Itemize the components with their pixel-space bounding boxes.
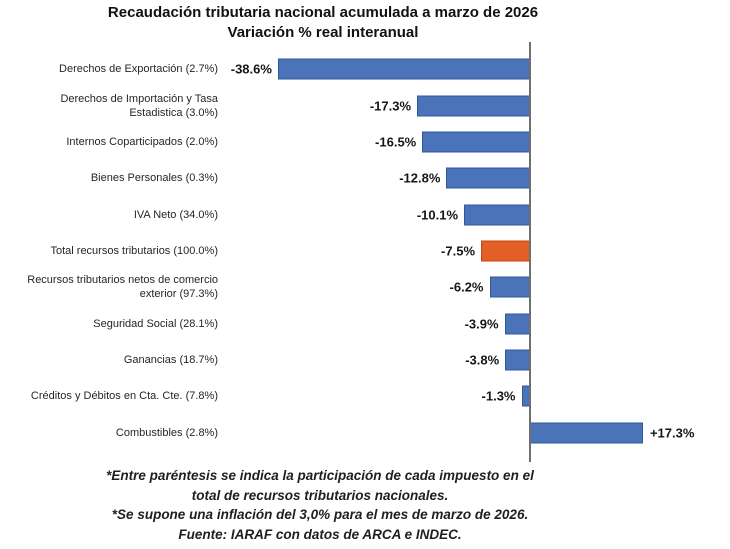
footnotes: *Entre paréntesis se indica la participa… bbox=[0, 466, 640, 544]
value-label: -12.8% bbox=[399, 170, 441, 186]
bar bbox=[277, 58, 530, 80]
value-label: -6.2% bbox=[449, 279, 484, 295]
category-label: IVA Neto (34.0%) bbox=[133, 208, 218, 221]
bar-row: Derechos de Exportación (2.7%) -38.6% bbox=[0, 51, 730, 87]
bar-row: Ganancias (18.7%) -3.8% bbox=[0, 342, 730, 378]
footnote-line: *Entre paréntesis se indica la participa… bbox=[106, 468, 534, 483]
bar bbox=[505, 349, 530, 371]
bar bbox=[422, 131, 530, 153]
bar-row: Créditos y Débitos en Cta. Cte. (7.8%) -1… bbox=[0, 378, 730, 414]
bar-row: Recursos tributarios netos de comercio e… bbox=[0, 269, 730, 305]
bar-row: Internos Coparticipados (2.0%) -16.5% bbox=[0, 124, 730, 160]
bar-highlight bbox=[481, 240, 530, 262]
bar bbox=[446, 167, 530, 189]
bar bbox=[464, 204, 530, 226]
bar bbox=[489, 276, 530, 298]
category-label: Créditos y Débitos en Cta. Cte. (7.8%) bbox=[30, 390, 218, 403]
bar-plot-cell: -10.1% bbox=[226, 196, 730, 232]
value-label: -7.5% bbox=[441, 243, 476, 259]
value-label: +17.3% bbox=[649, 425, 695, 441]
value-label: -17.3% bbox=[369, 98, 412, 114]
bar-plot-cell: -16.5% bbox=[226, 124, 730, 160]
bar-rows: Derechos de Exportación (2.7%) -38.6% Dere… bbox=[0, 51, 730, 451]
chart-subtitle: Variación % real interanual bbox=[227, 24, 419, 41]
bar-plot-cell: +17.3% bbox=[226, 415, 730, 451]
bar bbox=[417, 95, 530, 117]
bar bbox=[530, 422, 643, 444]
bar-row: Derechos de Importación y Tasa Estadisti… bbox=[0, 87, 730, 123]
category-label: Total recursos tributarios (100.0%) bbox=[50, 244, 218, 257]
bar-row: IVA Neto (34.0%) -10.1% bbox=[0, 196, 730, 232]
bar-plot-cell: -3.8% bbox=[226, 342, 730, 378]
bar-row: Bienes Personales (0.3%) -12.8% bbox=[0, 160, 730, 196]
category-label: Internos Coparticipados (2.0%) bbox=[66, 135, 218, 148]
value-label: -3.8% bbox=[465, 352, 500, 368]
value-label: -1.3% bbox=[481, 388, 516, 404]
bar-plot-cell: -17.3% bbox=[226, 87, 730, 123]
bar-plot-cell: -1.3% bbox=[226, 378, 730, 414]
bar-plot-cell: -7.5% bbox=[226, 233, 730, 269]
source-line: Fuente: IARAF con datos de ARCA e INDEC. bbox=[178, 526, 462, 542]
category-label: Derechos de Importación y Tasa Estadisti… bbox=[60, 92, 218, 119]
bar bbox=[504, 313, 530, 335]
zero-axis-line bbox=[529, 42, 531, 462]
category-label: Seguridad Social (28.1%) bbox=[93, 317, 218, 330]
bar-plot-cell: -38.6% bbox=[226, 51, 730, 87]
value-label: -38.6% bbox=[230, 61, 272, 77]
bar-row: Seguridad Social (28.1%) -3.9% bbox=[0, 306, 730, 342]
bar-plot-cell: -3.9% bbox=[226, 306, 730, 342]
footnote-line: total de recursos tributarios nacionales… bbox=[191, 487, 449, 503]
category-label: Recursos tributarios netos de comercio e… bbox=[27, 274, 218, 301]
bar-plot-cell: -6.2% bbox=[226, 269, 730, 305]
plot-area: Derechos de Exportación (2.7%) -38.6% Dere… bbox=[0, 42, 730, 462]
category-label: Combustibles (2.8%) bbox=[115, 426, 218, 439]
chart-title: Recaudación tributaria nacional acumulad… bbox=[107, 4, 539, 21]
category-label: Ganancias (18.7%) bbox=[123, 354, 218, 367]
bar-row: Total recursos tributarios (100.0%) -7.5% bbox=[0, 233, 730, 269]
bar-row: Combustibles (2.8%) +17.3% bbox=[0, 415, 730, 451]
value-label: -10.1% bbox=[416, 207, 459, 223]
category-label: Derechos de Exportación (2.7%) bbox=[59, 63, 218, 76]
category-label: Bienes Personales (0.3%) bbox=[90, 172, 218, 185]
value-label: -16.5% bbox=[375, 134, 417, 150]
value-label: -3.9% bbox=[464, 316, 499, 332]
bar-plot-cell: -12.8% bbox=[226, 160, 730, 196]
footnote-line: *Se supone una inflación del 3,0% para e… bbox=[111, 507, 529, 522]
